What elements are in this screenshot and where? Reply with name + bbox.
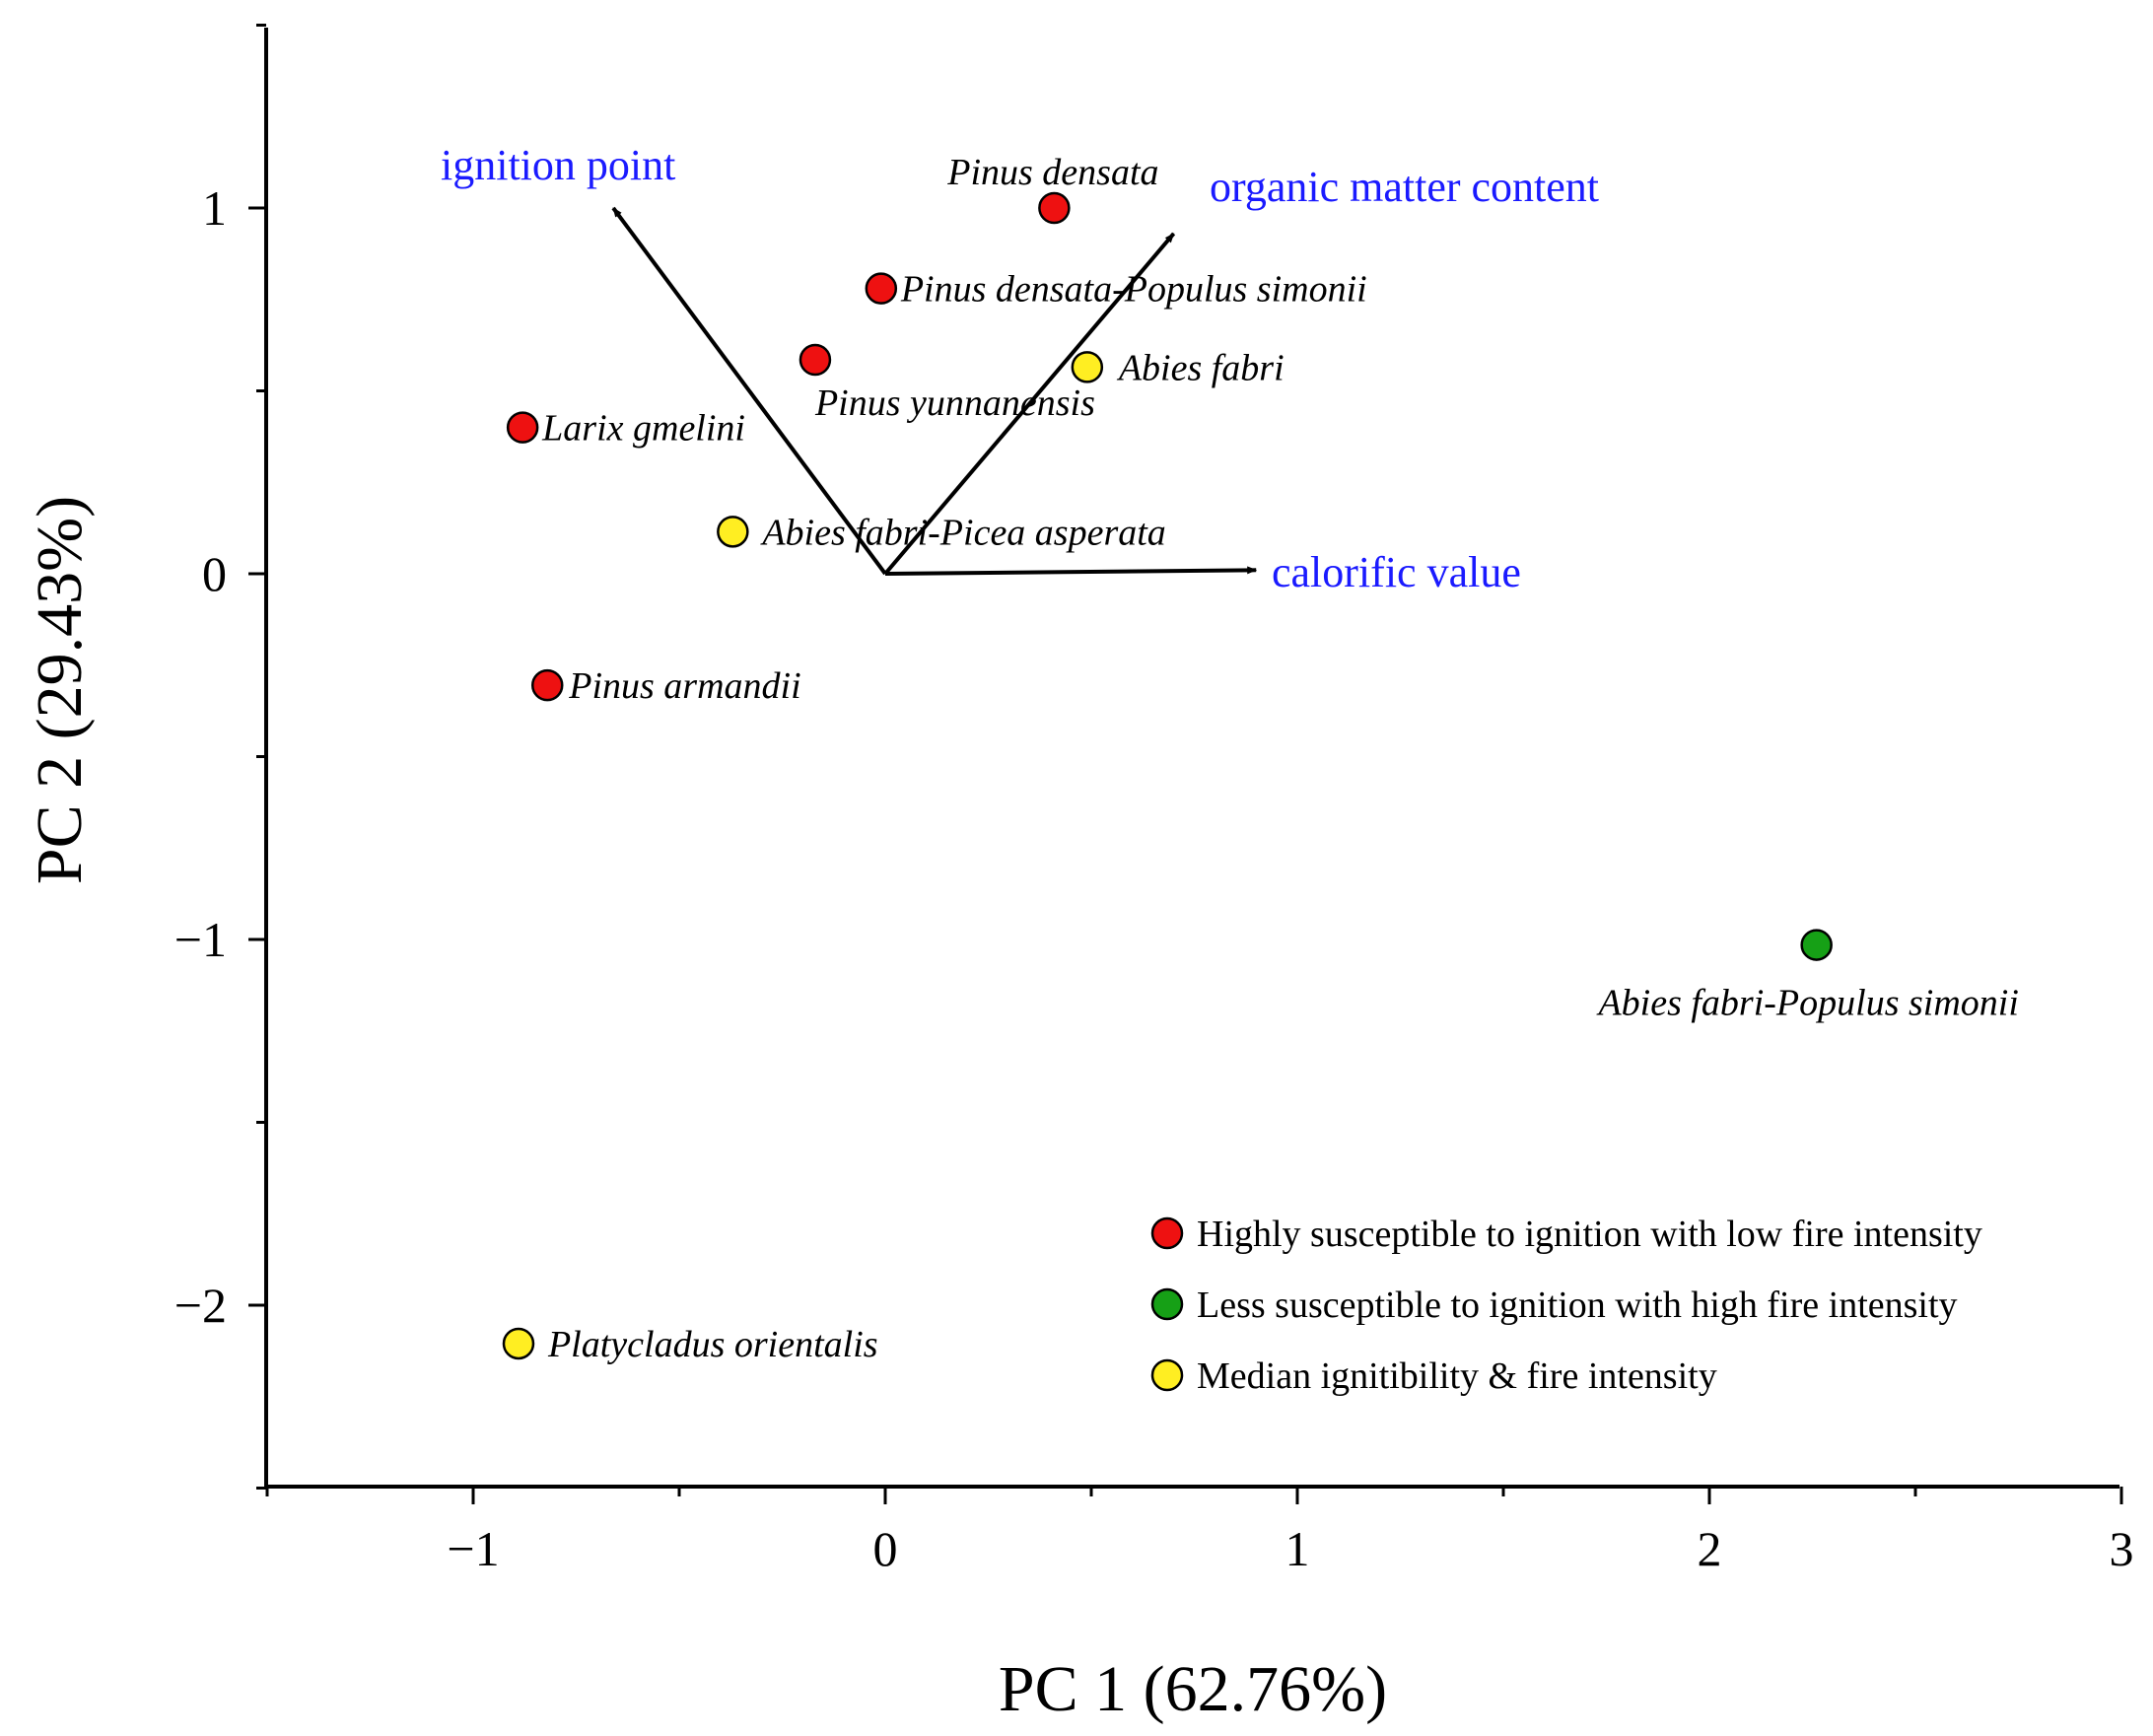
- y-tick-label: 1: [202, 180, 227, 236]
- axes: −1 0 1 2 3 1 0 −1 −2: [174, 24, 2134, 1576]
- x-tick-label: −1: [447, 1521, 499, 1576]
- x-axis-title: PC 1 (62.76%): [999, 1653, 1387, 1725]
- vector-arrow: [883, 232, 1176, 576]
- legend-label: Median ignitibility & fire intensity: [1197, 1355, 1717, 1397]
- x-tick-label: 0: [873, 1521, 898, 1576]
- point-label: Platycladus orientalis: [547, 1324, 878, 1365]
- legend-marker: [1150, 1287, 1184, 1321]
- point-marker: [502, 1327, 535, 1360]
- point-marker: [717, 516, 749, 548]
- x-tick-label: 3: [2110, 1521, 2134, 1576]
- point-label: Pinus yunnanensis: [814, 382, 1095, 424]
- vector-label: organic matter content: [1210, 163, 1599, 211]
- point-label: Larix gmelini: [541, 408, 745, 450]
- point-marker: [1071, 351, 1104, 383]
- legend-label: Highly susceptible to ignition with low …: [1197, 1214, 1982, 1255]
- point-marker: [506, 411, 539, 444]
- y-axis-title: PC 2 (29.43%): [24, 496, 96, 884]
- point-label: Pinus densata-Populus simonii: [900, 269, 1367, 311]
- x-tick-label: 2: [1698, 1521, 1722, 1576]
- vector-label: ignition point: [441, 141, 675, 189]
- vector-arrow: [884, 566, 1258, 576]
- vector-arrow: [611, 206, 887, 576]
- point-marker: [1800, 929, 1833, 961]
- point-label: Abies fabri-Populus simonii: [1595, 983, 2018, 1024]
- point-marker: [530, 668, 564, 702]
- point-label: Abies fabri-Picea asperata: [759, 512, 1165, 553]
- point-marker: [1038, 191, 1071, 225]
- x-tick-label: 1: [1285, 1521, 1310, 1576]
- point-label: Pinus densata: [946, 152, 1158, 193]
- point-marker: [799, 343, 832, 377]
- loading-vectors: ignition point organic matter content calo…: [441, 141, 1599, 596]
- point-marker: [865, 272, 898, 305]
- y-tick-label: −1: [174, 912, 227, 967]
- point-label: Pinus armandii: [568, 665, 800, 707]
- legend: Highly susceptible to ignition with low …: [1150, 1214, 1982, 1397]
- legend-marker: [1150, 1358, 1184, 1392]
- vector-label: calorific value: [1272, 548, 1521, 596]
- point-label: Abies fabri: [1116, 347, 1285, 388]
- legend-marker: [1150, 1216, 1184, 1250]
- y-tick-label: −2: [174, 1278, 227, 1333]
- y-tick-label: 0: [202, 546, 227, 601]
- legend-label: Less susceptible to ignition with high f…: [1197, 1285, 1958, 1326]
- score-points: Pinus densata Pinus densata-Populus simon…: [502, 152, 2019, 1365]
